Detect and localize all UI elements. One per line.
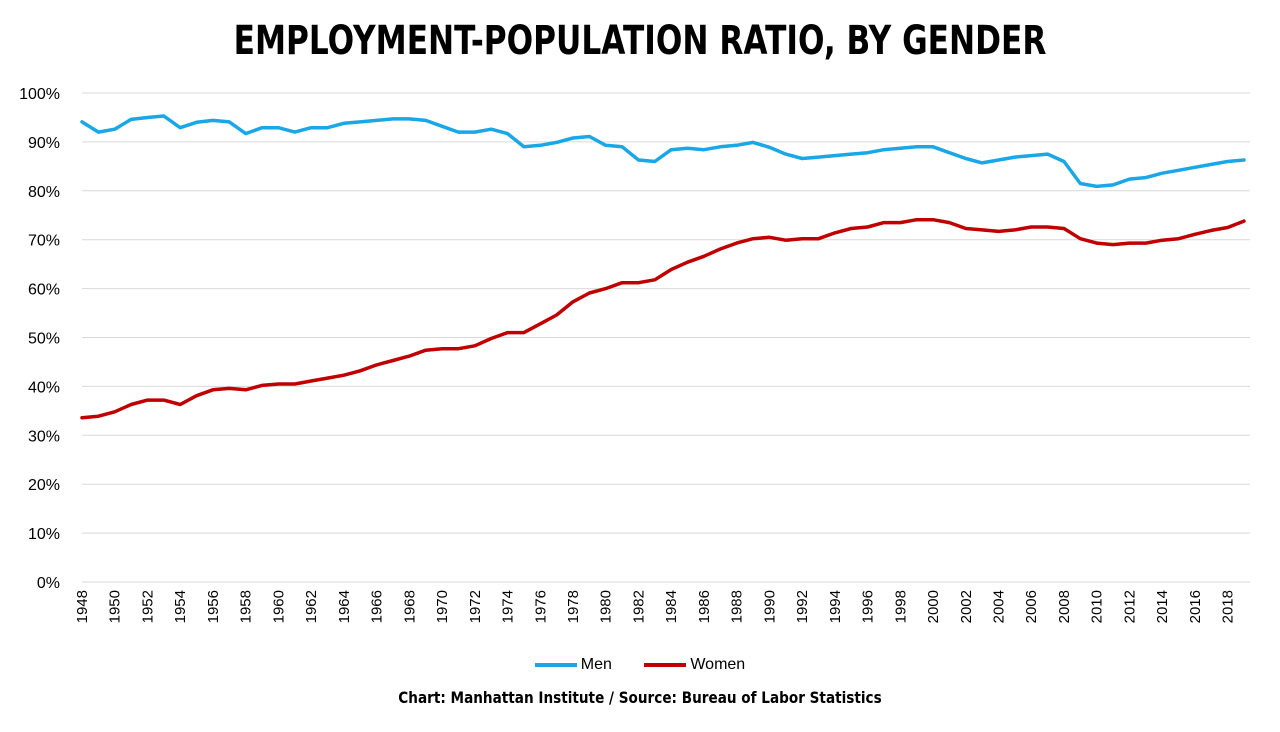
y-tick-label: 10% [28, 526, 60, 543]
legend-item-men[interactable]: Men [534, 656, 612, 674]
x-tick-label: 1970 [434, 590, 451, 623]
series-line-men [80, 114, 1246, 189]
y-axis-ticks: 0% 10% 20% 30% 40% 50% 60% 70% 80% 90% 100% [19, 86, 60, 592]
legend-label-men: Men [580, 656, 612, 673]
x-tick-label: 1952 [139, 590, 156, 623]
x-axis-ticks: 1948 1950 1952 1954 1956 1958 1960 1962 1964 1966… [74, 590, 1237, 623]
legend-swatch-women [644, 663, 687, 667]
x-tick-label: 2000 [925, 590, 942, 623]
x-tick-label: 1972 [467, 590, 484, 623]
chart-title: EMPLOYMENT-POPULATION RATIO, BY GENDER [233, 18, 1047, 64]
x-tick-label: 2004 [991, 590, 1008, 623]
source-note: Chart: Manhattan Institute / Source: Bur… [398, 688, 882, 707]
y-tick-label: 80% [28, 184, 60, 201]
x-tick-label: 1994 [827, 590, 844, 623]
x-tick-label: 2014 [1154, 590, 1171, 623]
legend-swatch-men [534, 663, 577, 667]
x-tick-label: 1984 [663, 590, 680, 623]
x-tick-label: 1960 [270, 590, 287, 623]
y-tick-label: 0% [37, 575, 60, 592]
x-tick-label: 2010 [1089, 590, 1106, 623]
x-tick-label: 1962 [303, 590, 320, 623]
x-tick-label: 1974 [500, 590, 517, 623]
x-tick-label: 1978 [565, 590, 582, 623]
x-tick-label: 1992 [794, 590, 811, 623]
legend: Men Women [0, 654, 1280, 674]
y-tick-label: 70% [28, 233, 60, 250]
x-tick-label: 2008 [1056, 590, 1073, 623]
line-chart: 0%10%20%30%40%50%60%70%80%90%100% 1948 19… [19, 86, 1250, 623]
legend-label-women: Women [690, 656, 746, 673]
x-tick-label: 2006 [1023, 590, 1040, 623]
x-tick-label: 2012 [1121, 590, 1138, 623]
x-tick-label: 2018 [1220, 590, 1237, 623]
x-tick-label: 1976 [532, 590, 549, 623]
y-tick-label: 30% [28, 428, 60, 445]
x-tick-label: 1982 [630, 590, 647, 623]
y-tick-label: 100% [19, 86, 60, 103]
x-tick-label: 2016 [1187, 590, 1204, 623]
x-tick-label: 1948 [74, 590, 91, 623]
y-tick-label: 60% [28, 282, 60, 299]
y-tick-label: 90% [28, 135, 60, 152]
series-lines [80, 114, 1246, 420]
x-tick-label: 1956 [205, 590, 222, 623]
x-tick-label: 2002 [958, 590, 975, 623]
x-tick-label: 1996 [860, 590, 877, 623]
y-tick-label: 50% [28, 331, 60, 348]
series-line-women [80, 217, 1246, 420]
x-tick-label: 1950 [107, 590, 124, 623]
y-tick-label: 40% [28, 379, 60, 396]
x-tick-label: 1986 [696, 590, 713, 623]
x-tick-label: 1998 [892, 590, 909, 623]
x-tick-label: 1980 [598, 590, 615, 623]
x-tick-label: 1964 [336, 590, 353, 623]
x-tick-label: 1988 [729, 590, 746, 623]
legend-item-women[interactable]: Women [644, 656, 745, 674]
x-tick-label: 1968 [401, 590, 418, 623]
x-tick-label: 1958 [238, 590, 255, 623]
x-tick-label: 1990 [761, 590, 778, 623]
y-tick-label: 20% [28, 477, 60, 494]
x-tick-label: 1954 [172, 590, 189, 623]
gridlines [82, 92, 1250, 583]
x-tick-label: 1966 [369, 590, 386, 623]
